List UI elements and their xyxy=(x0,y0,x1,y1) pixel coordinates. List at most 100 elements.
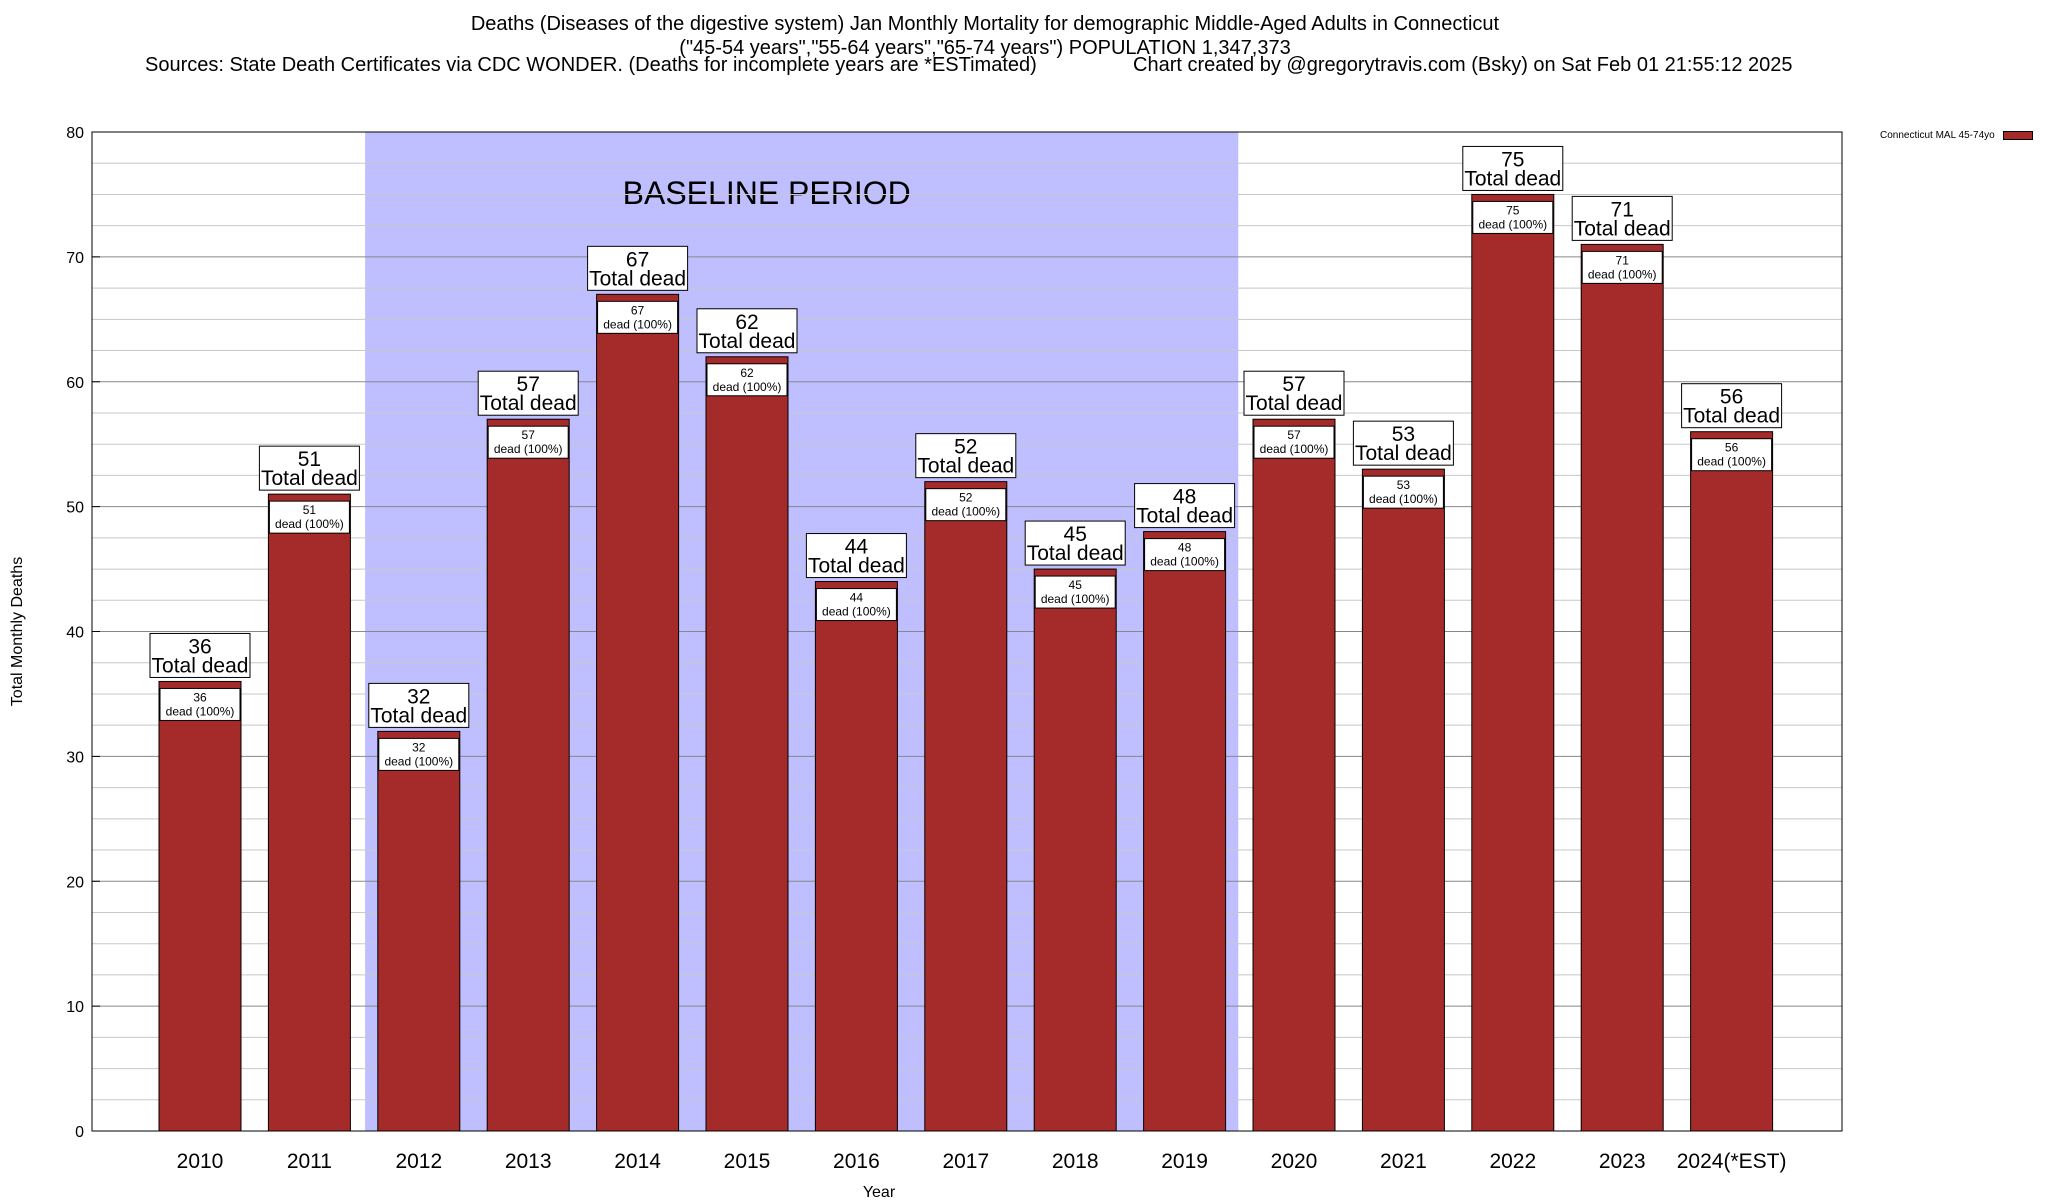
bar-total-value: 52 xyxy=(954,436,977,459)
y-tick-label: 50 xyxy=(66,500,84,517)
bar-inner-label-box xyxy=(378,737,460,771)
bar-inner-label: dead (100%) xyxy=(1260,442,1329,456)
bar xyxy=(705,356,789,1132)
bar-total-value: 51 xyxy=(298,448,321,471)
y-tick-label: 30 xyxy=(66,749,84,766)
bar-inner-label-box xyxy=(1362,475,1444,509)
bar-total-value: 57 xyxy=(1282,373,1305,396)
bar-total-value: 67 xyxy=(626,248,649,271)
bar-inner-label-box xyxy=(1144,538,1226,572)
bar-inner-label: dead (100%) xyxy=(494,442,563,456)
bar-total-label-box xyxy=(696,308,798,354)
bar-inner-value: 62 xyxy=(740,366,754,380)
bar-inner-value: 44 xyxy=(850,591,864,605)
bar xyxy=(158,680,242,1132)
y-tick-label: 20 xyxy=(66,874,84,891)
y-tick-label: 60 xyxy=(66,375,84,392)
bar-total-label-box xyxy=(1352,420,1454,466)
bar-inner-label-box xyxy=(268,500,350,534)
bar-inner-label: dead (100%) xyxy=(1478,217,1547,231)
bar-total-label: Total dead xyxy=(1027,542,1124,565)
baseline-label: BASELINE PERIOD xyxy=(623,175,911,211)
bar-inner-value: 32 xyxy=(412,740,426,754)
bar xyxy=(596,293,680,1132)
bar-total-label-box xyxy=(1243,370,1345,416)
bar-total-label: Total dead xyxy=(1246,392,1343,415)
x-tick-label: 2018 xyxy=(1052,1150,1099,1173)
x-tick-label: 2017 xyxy=(942,1150,989,1173)
bar xyxy=(1471,193,1555,1132)
y-tick-label: 70 xyxy=(66,250,84,267)
chart-title-line-2: ("45-54 years","55-64 years","65-74 year… xyxy=(679,37,1291,59)
bar-total-label: Total dead xyxy=(261,467,358,490)
bar-total-value: 56 xyxy=(1720,386,1743,409)
bar-total-value: 57 xyxy=(517,373,540,396)
bar-inner-label-box xyxy=(159,687,241,721)
bar-inner-value: 53 xyxy=(1397,478,1411,492)
bar-total-label-box xyxy=(1681,383,1783,429)
bar-inner-label-box xyxy=(1581,250,1663,284)
bar-total-value: 62 xyxy=(735,311,758,334)
bar-total-label: Total dead xyxy=(1136,505,1233,528)
bar-total-label-box xyxy=(1134,483,1236,529)
bar-inner-value: 51 xyxy=(303,503,317,517)
bar-total-value: 75 xyxy=(1501,148,1524,171)
legend-label: Connecticut MAL 45-74yo xyxy=(1880,130,1995,141)
bar xyxy=(1252,418,1336,1132)
legend: Connecticut MAL 45-74yo xyxy=(1880,130,2033,141)
bar-inner-label: dead (100%) xyxy=(166,704,235,718)
bar xyxy=(1580,243,1664,1132)
bar-total-label: Total dead xyxy=(808,555,905,578)
x-tick-label: 2021 xyxy=(1380,1150,1427,1173)
x-tick-label: 2016 xyxy=(833,1150,880,1173)
bar-inner-label-box xyxy=(706,363,788,397)
bar-inner-value: 45 xyxy=(1069,578,1083,592)
bar-inner-value: 48 xyxy=(1178,541,1192,555)
bar xyxy=(924,481,1008,1132)
bar-total-label-box xyxy=(1462,145,1564,191)
bar-inner-label: dead (100%) xyxy=(822,605,891,619)
bar-total-value: 32 xyxy=(407,685,430,708)
bar xyxy=(377,730,461,1132)
bar-inner-label-box xyxy=(1472,200,1554,234)
bar-total-label: Total dead xyxy=(917,455,1014,478)
bar-total-label-box xyxy=(587,245,689,291)
bar-inner-label-box xyxy=(1691,438,1773,472)
bar-inner-label: dead (100%) xyxy=(1150,555,1219,569)
bar-total-label-box xyxy=(258,445,360,491)
bar xyxy=(1361,468,1445,1132)
bar-total-label: Total dead xyxy=(1574,217,1671,240)
bar-total-label-box xyxy=(477,370,579,416)
bar-total-label-box xyxy=(149,632,251,678)
bar-inner-value: 67 xyxy=(631,303,645,317)
bar xyxy=(267,493,351,1132)
x-axis-label: Year xyxy=(863,1184,896,1200)
x-tick-label: 2020 xyxy=(1271,1150,1318,1173)
bar-inner-value: 56 xyxy=(1725,441,1739,455)
bar-inner-label: dead (100%) xyxy=(1697,455,1766,469)
x-tick-label: 2023 xyxy=(1599,1150,1646,1173)
bar-inner-value: 71 xyxy=(1616,253,1630,267)
x-tick-label: 2024(*EST) xyxy=(1677,1150,1787,1173)
bar-total-value: 53 xyxy=(1392,423,1415,446)
bar-inner-value: 57 xyxy=(522,428,536,442)
bar-total-label-box xyxy=(368,682,470,728)
bar-total-label: Total dead xyxy=(1683,405,1780,428)
chart-title-line-1: Deaths (Diseases of the digestive system… xyxy=(470,13,1500,35)
x-tick-label: 2012 xyxy=(395,1150,442,1173)
y-tick-label: 80 xyxy=(66,125,84,142)
bar-total-label-box xyxy=(805,533,907,579)
bar-total-label: Total dead xyxy=(1464,167,1561,190)
bar-total-value: 48 xyxy=(1173,486,1196,509)
bar-total-label: Total dead xyxy=(1355,442,1452,465)
bar-total-value: 45 xyxy=(1064,523,1087,546)
x-tick-label: 2022 xyxy=(1489,1150,1536,1173)
x-tick-label: 2011 xyxy=(287,1150,332,1173)
bar-total-label: Total dead xyxy=(152,654,249,677)
bar xyxy=(1033,568,1117,1132)
bar-total-label-box xyxy=(1571,195,1673,241)
bar-inner-label: dead (100%) xyxy=(275,517,344,531)
bar-inner-value: 52 xyxy=(959,491,973,505)
bar-inner-label: dead (100%) xyxy=(603,317,672,331)
